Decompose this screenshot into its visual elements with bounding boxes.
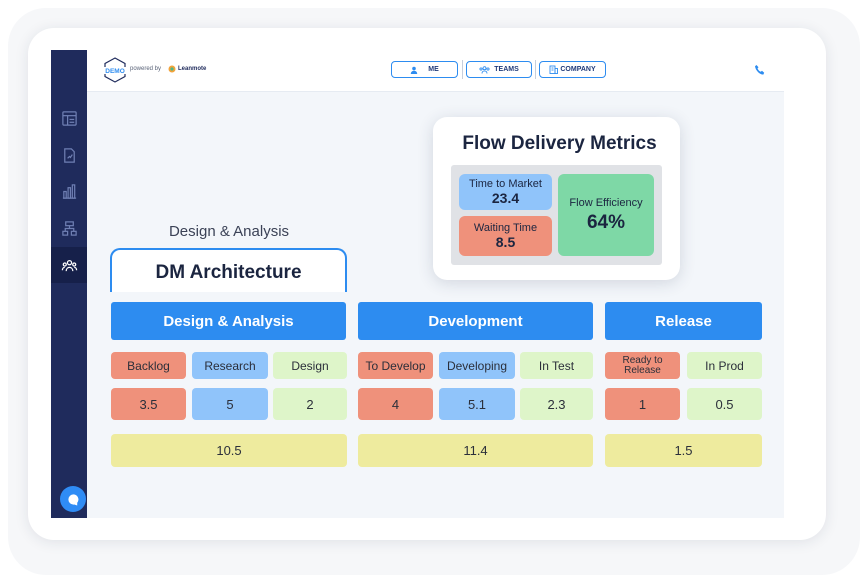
tab-teams-label: TEAMS <box>494 66 519 73</box>
brand-name: Leanmote <box>178 66 207 72</box>
column-to-develop: To Develop <box>358 352 433 379</box>
total-development: 11.4 <box>358 434 593 467</box>
phone-icon[interactable] <box>754 64 766 76</box>
time-to-market-value: 23.4 <box>491 190 520 206</box>
tab-me-label: ME <box>428 66 439 73</box>
waiting-time-box: Waiting Time 8.5 <box>459 216 552 256</box>
people-icon <box>61 259 77 271</box>
svg-text:DEMO: DEMO <box>105 68 125 75</box>
time-to-market-label: Time to Market <box>469 178 542 190</box>
value-research: 5 <box>192 388 268 420</box>
time-to-market-box: Time to Market 23.4 <box>459 174 552 210</box>
report-icon <box>63 147 75 163</box>
tab-divider <box>462 60 463 79</box>
tab-company-label: COMPANY <box>560 66 596 73</box>
bar-chart-icon <box>62 183 76 199</box>
phase-design-analysis: Design & Analysis <box>111 302 346 340</box>
chat-button[interactable] <box>60 486 86 512</box>
powered-by-label: powered by <box>130 66 162 72</box>
tab-divider <box>535 60 536 79</box>
teams-icon <box>479 65 490 74</box>
sidebar-item-report[interactable] <box>51 137 87 173</box>
flow-efficiency-box: Flow Efficiency 64% <box>558 174 654 256</box>
metrics-title: Flow Delivery Metrics <box>462 133 657 154</box>
value-in-prod: 0.5 <box>687 388 762 420</box>
waiting-time-label: Waiting Time <box>473 222 538 234</box>
phase-development: Development <box>358 302 593 340</box>
hierarchy-icon <box>61 220 77 236</box>
total-design-analysis: 10.5 <box>111 434 347 467</box>
value-developing: 5.1 <box>439 388 515 420</box>
stage-label: Design & Analysis <box>168 223 290 240</box>
column-research: Research <box>192 352 268 379</box>
value-to-develop: 4 <box>358 388 433 420</box>
column-ready-to-release: Ready to Release <box>605 352 680 379</box>
sidebar-item-teams[interactable] <box>51 247 87 283</box>
value-backlog: 3.5 <box>111 388 186 420</box>
leanmote-logo-icon <box>168 65 176 73</box>
tab-teams[interactable]: TEAMS <box>466 61 532 78</box>
column-backlog: Backlog <box>111 352 186 379</box>
tab-company[interactable]: COMPANY <box>539 61 606 78</box>
team-tab[interactable] <box>110 248 347 292</box>
sidebar <box>51 50 87 518</box>
value-design: 2 <box>273 388 347 420</box>
value-in-test: 2.3 <box>520 388 593 420</box>
dashboard-icon <box>61 110 77 126</box>
sidebar-item-charts[interactable] <box>51 173 87 209</box>
phase-release: Release <box>605 302 762 340</box>
column-developing: Developing <box>439 352 515 379</box>
waiting-time-value: 8.5 <box>495 234 516 250</box>
building-icon <box>549 65 559 74</box>
flow-efficiency-label: Flow Efficiency <box>569 196 643 209</box>
value-ready-to-release: 1 <box>605 388 680 420</box>
team-title: DM Architecture <box>155 262 302 283</box>
sidebar-item-hierarchy[interactable] <box>51 210 87 246</box>
demo-logo: DEMO <box>104 57 126 83</box>
column-in-prod: In Prod <box>687 352 762 379</box>
person-icon <box>411 66 418 74</box>
flow-efficiency-value: 64% <box>586 211 626 233</box>
tab-me[interactable]: ME <box>391 61 458 78</box>
chat-bubble-icon <box>67 493 78 506</box>
column-in-test: In Test <box>520 352 593 379</box>
total-release: 1.5 <box>605 434 762 467</box>
column-design: Design <box>273 352 347 379</box>
sidebar-item-dashboard[interactable] <box>51 100 87 136</box>
